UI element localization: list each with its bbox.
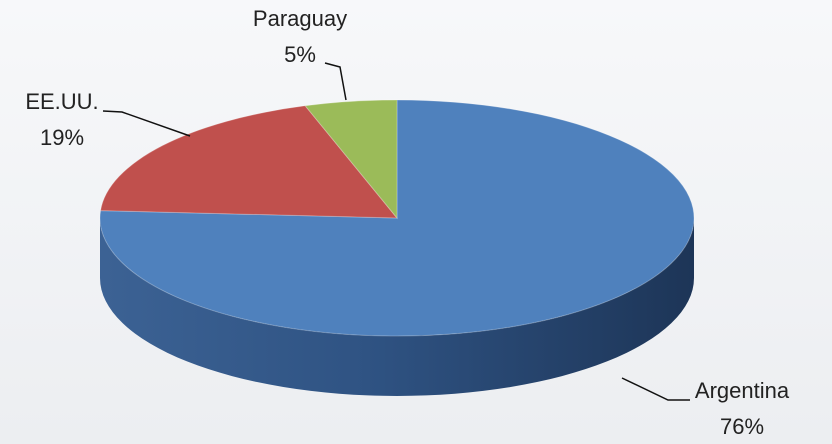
slice-side xyxy=(100,218,694,396)
category-label: Paraguay xyxy=(253,6,347,31)
value-label: 76% xyxy=(720,414,764,439)
value-label: 19% xyxy=(40,125,84,150)
leader-line xyxy=(621,377,690,401)
slice xyxy=(100,105,399,219)
category-label: EE.UU. xyxy=(25,89,98,114)
slice xyxy=(99,99,695,337)
value-label: 5% xyxy=(284,42,316,67)
leader-line xyxy=(324,62,347,101)
slice xyxy=(304,99,398,220)
category-label: Argentina xyxy=(695,378,790,403)
leader-line xyxy=(102,110,191,137)
